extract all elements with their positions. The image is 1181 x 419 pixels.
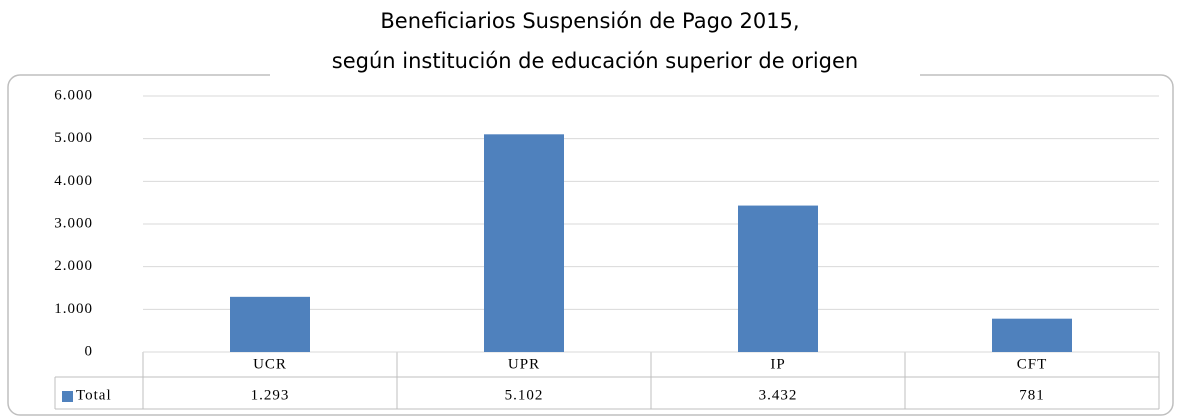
data-table-value: 5.102 xyxy=(505,387,544,403)
x-tick-label: CFT xyxy=(1017,356,1048,372)
data-table-value: 781 xyxy=(1019,387,1045,403)
chart-border xyxy=(7,74,1174,416)
bar xyxy=(484,134,564,352)
y-tick-label: 5.000 xyxy=(54,130,93,146)
data-table-grid xyxy=(54,352,1160,410)
data-table-value: 3.432 xyxy=(759,387,798,403)
y-tick-label: 0 xyxy=(85,343,94,359)
data-table-value: 1.293 xyxy=(251,387,290,403)
y-tick-label: 1.000 xyxy=(54,301,93,317)
x-tick-label: UCR xyxy=(253,356,287,372)
legend-swatch xyxy=(62,391,73,402)
title-backdrop xyxy=(270,48,920,76)
bar xyxy=(230,296,310,352)
legend-label: Total xyxy=(76,387,112,403)
y-tick-label: 4.000 xyxy=(54,173,93,189)
x-tick-label: IP xyxy=(770,356,785,372)
x-tick-label: UPR xyxy=(508,356,540,372)
y-tick-label: 2.000 xyxy=(54,258,93,274)
bar xyxy=(738,205,818,352)
y-tick-label: 3.000 xyxy=(54,215,93,231)
bar xyxy=(992,318,1072,352)
y-tick-label: 6.000 xyxy=(54,87,93,103)
chart-subtitle: según institución de educación superior … xyxy=(332,49,858,73)
chart-title: Beneficiarios Suspensión de Pago 2015, xyxy=(380,9,799,33)
